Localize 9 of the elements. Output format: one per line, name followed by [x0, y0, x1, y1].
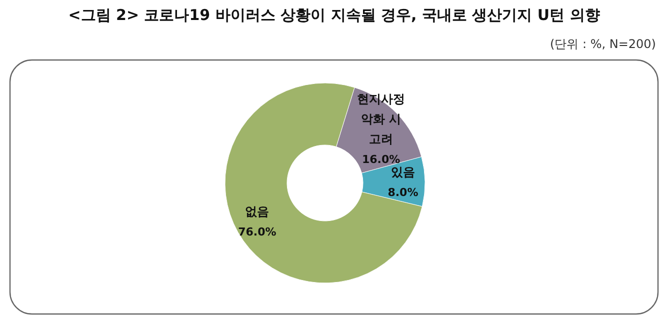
data-label: 16.0% — [362, 152, 400, 166]
donut-slice — [224, 82, 422, 284]
slice-label: 없음 — [245, 204, 270, 219]
data-label: 8.0% — [388, 186, 418, 199]
text: (단위 : %, N=200) — [550, 37, 656, 51]
chart-title: <그림 2> 코로나19 바이러스 상황이 지속될 경우, 국내로 생산기지 U턴 의향 — [68, 6, 600, 24]
slice-label: 현지사정 악화 시 고려 — [357, 92, 406, 146]
slice-label: 있음 — [390, 164, 415, 179]
data-label: 76.0% — [238, 226, 276, 239]
